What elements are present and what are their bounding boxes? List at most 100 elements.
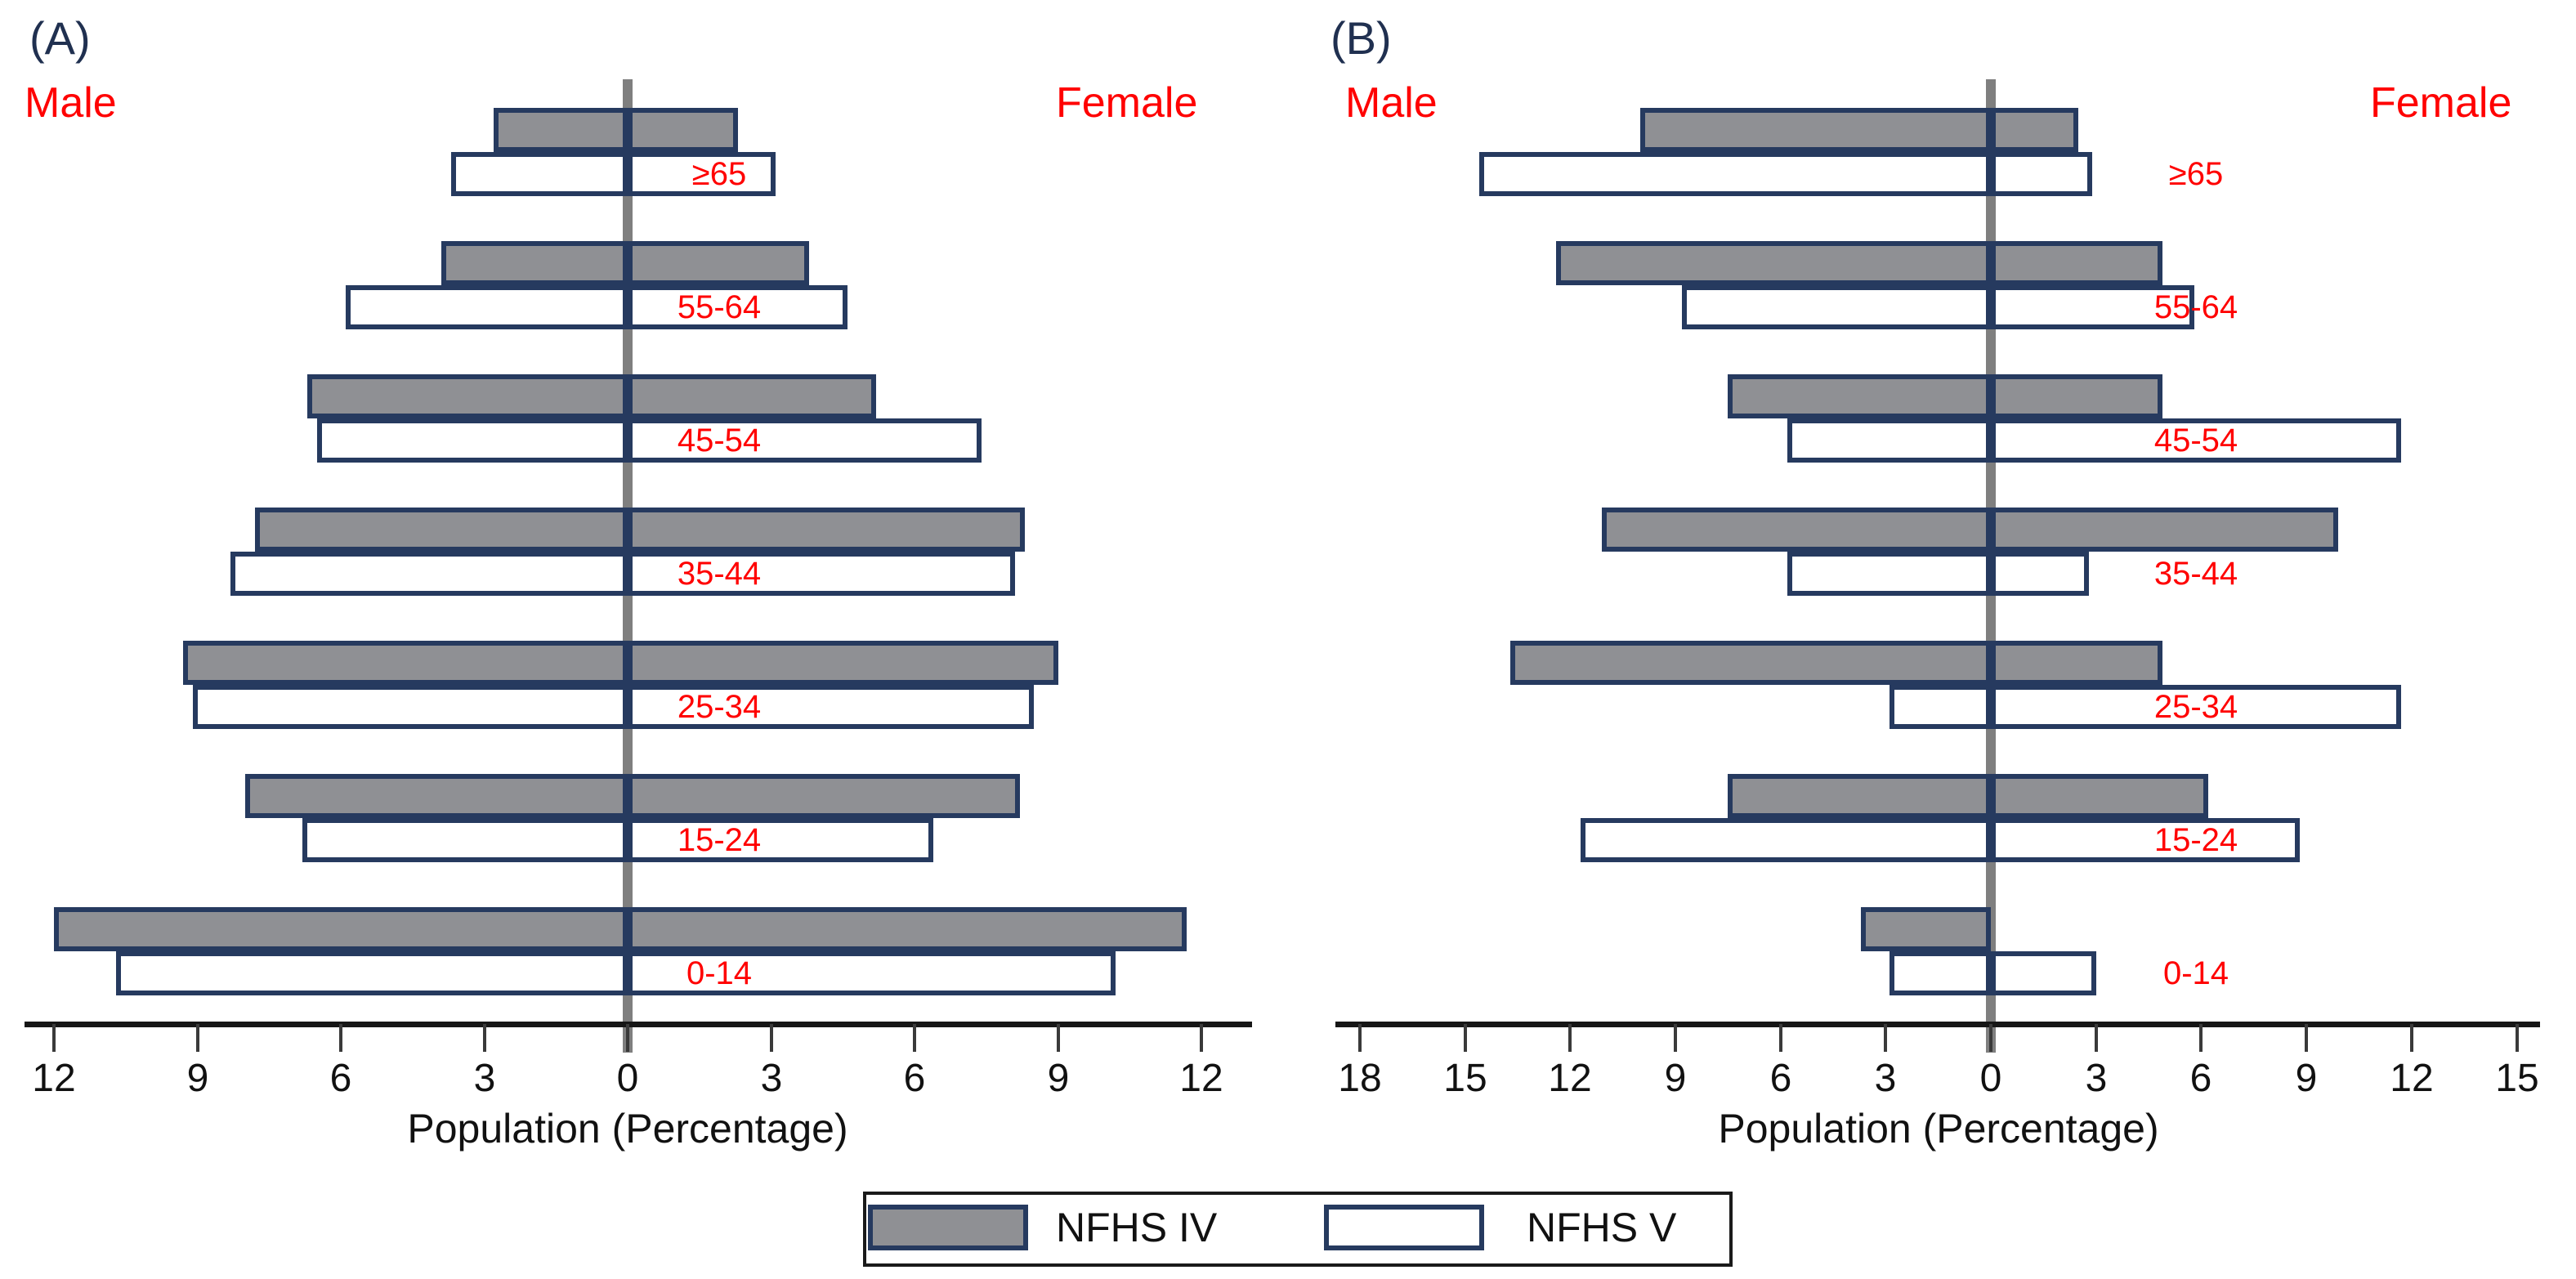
bar-b-nfhs5-female [1991, 152, 2092, 196]
bar-b-nfhs5-male [1890, 685, 1991, 729]
panel-b-tick-label: 9 [1664, 1057, 1687, 1100]
panel-a-tick-label: 6 [329, 1057, 352, 1100]
bar-b-nfhs4-male [1602, 508, 1991, 552]
panel-b-tick [2516, 1024, 2519, 1052]
bar-b-nfhs4-male [1728, 374, 1991, 418]
bar-a-nfhs4-male [54, 907, 628, 951]
panel-b-tick-label: 9 [2295, 1057, 2318, 1100]
panel-b-tick-label: 12 [2390, 1057, 2434, 1100]
bar-a-nfhs5-female [628, 685, 1034, 729]
bar-a-nfhs4-male [441, 241, 628, 285]
age-label-a: 0-14 [686, 955, 753, 991]
bar-b-nfhs5-male [1581, 818, 1991, 862]
panel-a-tick-label: 3 [760, 1057, 783, 1100]
panel-b-tick [2199, 1024, 2203, 1052]
age-label-a: ≥65 [691, 156, 747, 192]
bar-a-nfhs5-female [628, 951, 1116, 995]
panel-b-tick [1674, 1024, 1677, 1052]
panel-a-tick-label: 12 [32, 1057, 76, 1100]
panel-b-tick [2305, 1024, 2308, 1052]
bar-a-nfhs5-female [628, 818, 933, 862]
legend-label-nfhs-v: NFHS V [1527, 1205, 1677, 1250]
panel-a-tick [196, 1024, 199, 1052]
panel-b-tick [1358, 1024, 1362, 1052]
bar-a-nfhs4-male [494, 108, 628, 152]
bar-b-nfhs4-female [1991, 774, 2208, 818]
panel-a-tick [1057, 1024, 1060, 1052]
legend-swatch-nfhs-iv [868, 1205, 1028, 1250]
bar-a-nfhs5-male [193, 685, 628, 729]
bar-b-nfhs4-male [1556, 241, 1991, 285]
age-label-b: 45-54 [2153, 423, 2238, 458]
bar-a-nfhs4-male [245, 774, 628, 818]
panel-a-tick [626, 1024, 629, 1052]
panel-b-x-axis-title: Population (Percentage) [1718, 1106, 2159, 1152]
age-label-b: 25-34 [2153, 689, 2238, 725]
bar-a-nfhs4-female [628, 108, 738, 152]
bar-a-nfhs5-female [628, 552, 1015, 596]
bar-b-nfhs5-male [1787, 552, 1991, 596]
panel-a-tick-label: 6 [903, 1057, 926, 1100]
age-label-b: 35-44 [2153, 556, 2238, 592]
panel-a-tick-label: 3 [473, 1057, 496, 1100]
panel-b-tick-label: 6 [2189, 1057, 2212, 1100]
bar-b-nfhs5-female [1991, 285, 2194, 329]
bar-a-nfhs5-male [317, 418, 628, 463]
bar-b-nfhs5-female [1991, 818, 2300, 862]
bar-b-nfhs4-male [1728, 774, 1991, 818]
panel-a-title: (A) [29, 12, 91, 64]
panel-a-tick-label: 9 [186, 1057, 209, 1100]
age-label-a: 45-54 [677, 423, 762, 458]
bar-b-nfhs4-male [1861, 907, 1991, 951]
bar-a-nfhs4-female [628, 641, 1058, 685]
bar-a-nfhs5-male [302, 818, 628, 862]
bar-a-nfhs4-female [628, 508, 1025, 552]
panel-b-tick [1464, 1024, 1467, 1052]
panel-b-tick [2095, 1024, 2098, 1052]
panel-b-tick-label: 12 [1548, 1057, 1592, 1100]
bar-b-nfhs5-male [1479, 152, 1991, 196]
bar-a-nfhs4-male [183, 641, 628, 685]
panel-b-tick-label: 3 [1874, 1057, 1897, 1100]
panel-a-x-axis [25, 1022, 1252, 1027]
panel-a-tick [913, 1024, 916, 1052]
bar-b-nfhs4-male [1640, 108, 1991, 152]
bar-b-nfhs5-male [1787, 418, 1991, 463]
age-label-b: 55-64 [2153, 289, 2238, 325]
panel-a-tick [1200, 1024, 1203, 1052]
bar-b-nfhs4-female [1991, 508, 2338, 552]
bar-a-nfhs5-female [628, 152, 776, 196]
panel-b-tick [1989, 1024, 1992, 1052]
bar-a-nfhs5-male [346, 285, 628, 329]
age-label-a: 55-64 [677, 289, 762, 325]
bar-a-nfhs5-female [628, 418, 982, 463]
bar-a-nfhs4-female [628, 241, 809, 285]
panel-b-tick [2410, 1024, 2413, 1052]
panel-b-tick [1779, 1024, 1782, 1052]
bar-b-nfhs4-male [1510, 641, 1991, 685]
bar-a-nfhs5-male [116, 951, 628, 995]
bar-b-nfhs5-female [1991, 951, 2096, 995]
bar-a-nfhs4-male [307, 374, 628, 418]
panel-b-tick-label: 3 [2085, 1057, 2108, 1100]
panel-b-tick [1568, 1024, 1572, 1052]
age-label-b: 15-24 [2153, 822, 2238, 858]
bar-a-nfhs4-female [628, 774, 1020, 818]
bar-a-nfhs4-female [628, 907, 1187, 951]
panel-b-male-label: Male [1345, 79, 1438, 127]
panel-b-tick-label: 6 [1769, 1057, 1792, 1100]
bar-b-nfhs5-male [1682, 285, 1991, 329]
panel-a-tick [770, 1024, 773, 1052]
panel-a-female-label: Female [1056, 79, 1198, 127]
bar-b-nfhs4-female [1991, 108, 2078, 152]
bar-b-nfhs5-male [1890, 951, 1991, 995]
bar-a-nfhs5-male [230, 552, 628, 596]
panel-a-tick [483, 1024, 486, 1052]
panel-a-tick-label: 12 [1179, 1057, 1223, 1100]
bar-b-nfhs4-female [1991, 374, 2162, 418]
bar-b-nfhs4-female [1991, 641, 2162, 685]
panel-b-female-label: Female [2370, 79, 2512, 127]
panel-b-title: (B) [1330, 12, 1392, 64]
age-label-a: 35-44 [677, 556, 762, 592]
panel-b-tick-label: 0 [1979, 1057, 2002, 1100]
